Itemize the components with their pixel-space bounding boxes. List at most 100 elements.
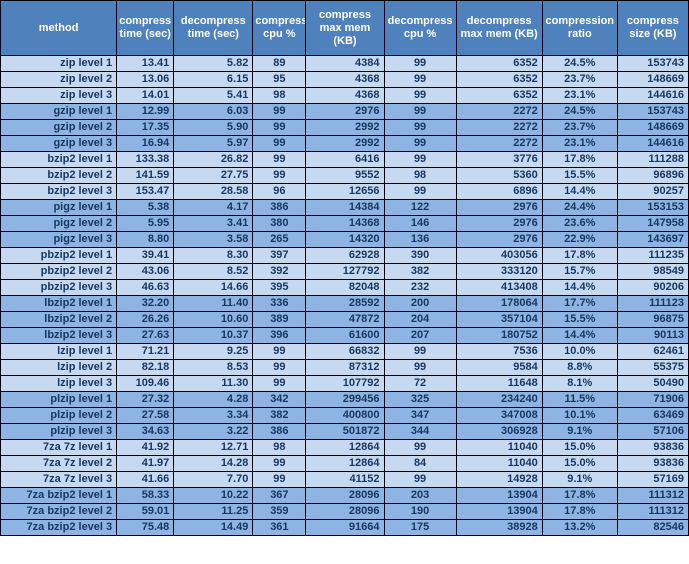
value-cell: 111123: [616, 295, 689, 312]
value-cell: 390: [383, 247, 457, 264]
value-cell: 99: [252, 343, 307, 360]
method-cell: 7za 7z level 3: [0, 471, 118, 488]
value-cell: 146: [383, 215, 457, 232]
value-cell: 71906: [616, 391, 689, 408]
value-cell: 99: [252, 103, 307, 120]
value-cell: 17.8%: [541, 487, 618, 504]
value-cell: 14.4%: [541, 327, 618, 344]
col-header-decompress-time: decompress time (sec): [173, 0, 254, 56]
value-cell: 23.1%: [541, 87, 618, 104]
method-cell: zip level 1: [0, 55, 118, 72]
value-cell: 325: [383, 391, 457, 408]
value-cell: 5.38: [116, 199, 175, 216]
value-cell: 43.06: [116, 263, 175, 280]
method-cell: lbzip2 level 1: [0, 295, 118, 312]
value-cell: 4.17: [173, 199, 254, 216]
table-row: pigz level 3 8.80 3.58 265 14320 136 2976 22.9%…: [0, 231, 689, 248]
value-cell: 386: [252, 199, 307, 216]
value-cell: 9.25: [173, 343, 254, 360]
value-cell: 190: [383, 503, 457, 520]
value-cell: 58.33: [116, 487, 175, 504]
value-cell: 234240: [455, 391, 543, 408]
value-cell: 99: [383, 471, 457, 488]
value-cell: 13904: [455, 503, 543, 520]
value-cell: 12.71: [173, 439, 254, 456]
method-cell: gzip level 2: [0, 119, 118, 136]
value-cell: 392: [252, 263, 307, 280]
value-cell: 380: [252, 215, 307, 232]
value-cell: 306928: [455, 423, 543, 440]
value-cell: 28096: [305, 503, 385, 520]
method-cell: lzip level 3: [0, 375, 118, 392]
method-cell: zip level 2: [0, 71, 118, 88]
value-cell: 14320: [305, 231, 385, 248]
value-cell: 41152: [305, 471, 385, 488]
value-cell: 15.0%: [541, 455, 618, 472]
value-cell: 109.46: [116, 375, 175, 392]
value-cell: 12656: [305, 183, 385, 200]
value-cell: 5.97: [173, 135, 254, 152]
value-cell: 28592: [305, 295, 385, 312]
value-cell: 99: [383, 119, 457, 136]
value-cell: 2992: [305, 135, 385, 152]
value-cell: 6.03: [173, 103, 254, 120]
value-cell: 144616: [616, 87, 689, 104]
value-cell: 16.94: [116, 135, 175, 152]
value-cell: 175: [383, 519, 457, 536]
value-cell: 13.2%: [541, 519, 618, 536]
value-cell: 23.6%: [541, 215, 618, 232]
value-cell: 27.32: [116, 391, 175, 408]
value-cell: 180752: [455, 327, 543, 344]
value-cell: 203: [383, 487, 457, 504]
value-cell: 2976: [455, 199, 543, 216]
value-cell: 98: [252, 87, 307, 104]
col-header-method: method: [0, 0, 118, 56]
value-cell: 400800: [305, 407, 385, 424]
value-cell: 395: [252, 279, 307, 296]
col-header-compression-ratio: compression ratio: [541, 0, 618, 56]
value-cell: 141.59: [116, 167, 175, 184]
table-row: lbzip2 level 3 27.63 10.37 396 61600 207 18075…: [0, 327, 689, 344]
method-cell: pbzip2 level 1: [0, 247, 118, 264]
value-cell: 14368: [305, 215, 385, 232]
value-cell: 413408: [455, 279, 543, 296]
value-cell: 148669: [616, 119, 689, 136]
value-cell: 24.4%: [541, 199, 618, 216]
value-cell: 111312: [616, 487, 689, 504]
col-header-compress-max-mem: compress max mem (KB): [305, 0, 385, 56]
value-cell: 127792: [305, 263, 385, 280]
value-cell: 5.90: [173, 119, 254, 136]
value-cell: 22.9%: [541, 231, 618, 248]
value-cell: 71.21: [116, 343, 175, 360]
value-cell: 10.60: [173, 311, 254, 328]
value-cell: 6352: [455, 55, 543, 72]
value-cell: 62461: [616, 343, 689, 360]
value-cell: 403056: [455, 247, 543, 264]
table-row: pigz level 2 5.95 3.41 380 14368 146 2976 23.6%…: [0, 215, 689, 232]
value-cell: 32.20: [116, 295, 175, 312]
value-cell: 336: [252, 295, 307, 312]
value-cell: 14.66: [173, 279, 254, 296]
value-cell: 99: [383, 151, 457, 168]
method-cell: lzip level 1: [0, 343, 118, 360]
value-cell: 99: [383, 183, 457, 200]
value-cell: 7.70: [173, 471, 254, 488]
value-cell: 367: [252, 487, 307, 504]
value-cell: 4368: [305, 87, 385, 104]
value-cell: 17.8%: [541, 151, 618, 168]
value-cell: 89: [252, 55, 307, 72]
value-cell: 28096: [305, 487, 385, 504]
method-cell: lzip level 2: [0, 359, 118, 376]
table-row: lbzip2 level 1 32.20 11.40 336 28592 200 17806…: [0, 295, 689, 312]
value-cell: 55375: [616, 359, 689, 376]
table-row: gzip level 3 16.94 5.97 99 2992 99 2272 23.1% 14…: [0, 135, 689, 152]
value-cell: 5360: [455, 167, 543, 184]
value-cell: 382: [252, 407, 307, 424]
value-cell: 99: [252, 455, 307, 472]
value-cell: 17.35: [116, 119, 175, 136]
value-cell: 99: [383, 87, 457, 104]
value-cell: 111312: [616, 503, 689, 520]
value-cell: 28.58: [173, 183, 254, 200]
table-row: bzip2 level 2 141.59 27.75 99 9552 98 5360 15.5…: [0, 167, 689, 184]
value-cell: 14384: [305, 199, 385, 216]
